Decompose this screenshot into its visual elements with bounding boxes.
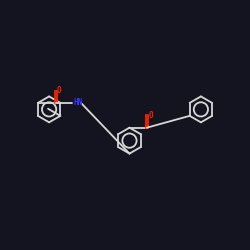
Text: O: O bbox=[57, 86, 62, 95]
Text: O: O bbox=[148, 111, 153, 120]
Text: HN: HN bbox=[74, 98, 83, 107]
